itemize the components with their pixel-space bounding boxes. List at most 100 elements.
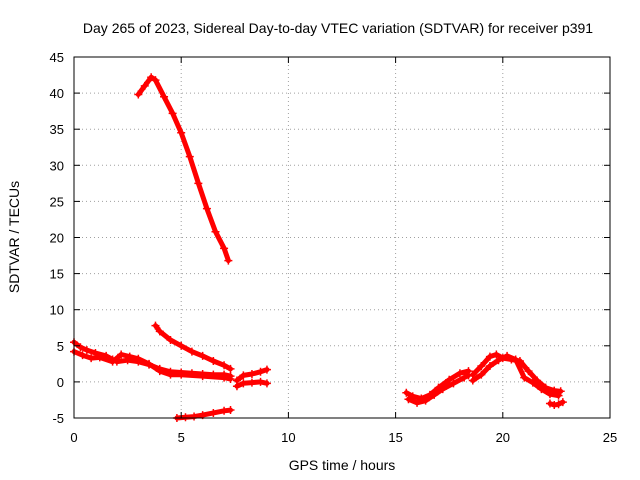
data-point [468, 376, 477, 385]
data-point [140, 81, 149, 90]
y-tick-label: 30 [50, 158, 64, 173]
data-point [445, 375, 454, 384]
data-point [211, 227, 220, 236]
data-point [262, 379, 271, 388]
data-point [220, 361, 229, 370]
x-tick-label: 25 [603, 430, 617, 445]
y-tick-label: -5 [52, 411, 64, 426]
data-point [209, 356, 218, 365]
y-tick-label: 20 [50, 231, 64, 246]
data-point [160, 92, 169, 101]
y-axis-label: SDTVAR / TECUs [6, 181, 22, 293]
data-point [177, 128, 186, 137]
data-point [155, 367, 164, 376]
data-point [404, 395, 413, 404]
axis-ticks [73, 56, 611, 419]
data-point [185, 152, 194, 161]
y-tick-label: 45 [50, 50, 64, 65]
data-point [181, 413, 190, 422]
x-tick-labels: 0 5 10 15 20 25 [70, 430, 617, 445]
data-point [511, 355, 520, 364]
data-point [524, 367, 533, 376]
data-point [226, 364, 235, 373]
data-point [460, 373, 469, 382]
x-tick-label: 10 [281, 430, 295, 445]
data-point [108, 357, 117, 366]
data-point [256, 377, 265, 386]
data-point [413, 398, 422, 407]
y-tick-label: 25 [50, 194, 64, 209]
data-point [485, 362, 494, 371]
data-point [151, 76, 160, 85]
data-point [558, 398, 567, 407]
data-point [187, 347, 196, 356]
data-point [256, 367, 265, 376]
data-point [545, 399, 554, 408]
data-point [177, 341, 186, 350]
data-point [262, 365, 271, 374]
x-tick-label: 0 [70, 430, 77, 445]
data-point [247, 378, 256, 387]
x-tick-label: 15 [388, 430, 402, 445]
y-tick-label: 35 [50, 122, 64, 137]
data-point [239, 379, 248, 388]
x-tick-label: 20 [496, 430, 510, 445]
data-point [134, 90, 143, 99]
data-point [117, 350, 126, 359]
data-point [87, 354, 96, 363]
data-point [556, 387, 565, 396]
x-tick-label: 5 [178, 430, 185, 445]
data-point [177, 370, 186, 379]
data-point [528, 378, 537, 387]
data-point [145, 359, 154, 368]
data-point [220, 244, 229, 253]
data-point [95, 353, 104, 362]
data-point [224, 256, 233, 265]
data-point [430, 390, 439, 399]
data-point [166, 370, 175, 379]
y-tick-label: 5 [57, 339, 64, 354]
data-point [438, 385, 447, 394]
data-point [554, 391, 563, 400]
data-point [82, 346, 91, 355]
data-point [449, 379, 458, 388]
data-point [202, 204, 211, 213]
data-point [494, 356, 503, 365]
data-point [190, 412, 199, 421]
data-point [477, 370, 486, 379]
y-tick-label: 10 [50, 303, 64, 318]
data-point [198, 372, 207, 381]
y-tick-label: 0 [57, 375, 64, 390]
data-point [247, 369, 256, 378]
data-point [125, 352, 134, 361]
grid [74, 57, 610, 418]
data-point [194, 179, 203, 188]
data-point [168, 109, 177, 118]
y-tick-label: 15 [50, 267, 64, 282]
data-point [134, 354, 143, 363]
data-point [151, 321, 160, 330]
data-point [226, 375, 235, 384]
data-point [78, 351, 87, 360]
data-point [402, 388, 411, 397]
data-point [220, 373, 229, 382]
x-axis-label: GPS time / hours [289, 457, 396, 473]
data-point [545, 390, 554, 399]
data-point [166, 336, 175, 345]
data-point [421, 396, 430, 405]
data-point [492, 350, 501, 359]
data-point [147, 73, 156, 82]
data-point [485, 352, 494, 361]
data-point [76, 343, 85, 352]
data-point [455, 369, 464, 378]
y-tick-labels: -5 0 5 10 15 20 25 30 35 40 45 [50, 50, 64, 426]
data-point [537, 385, 546, 394]
data-point [209, 408, 218, 417]
series-arc-mid [153, 323, 233, 372]
data-point [226, 406, 235, 415]
y-tick-label: 40 [50, 86, 64, 101]
data-point [520, 373, 529, 382]
data-point [155, 327, 164, 336]
data-point [554, 400, 563, 409]
